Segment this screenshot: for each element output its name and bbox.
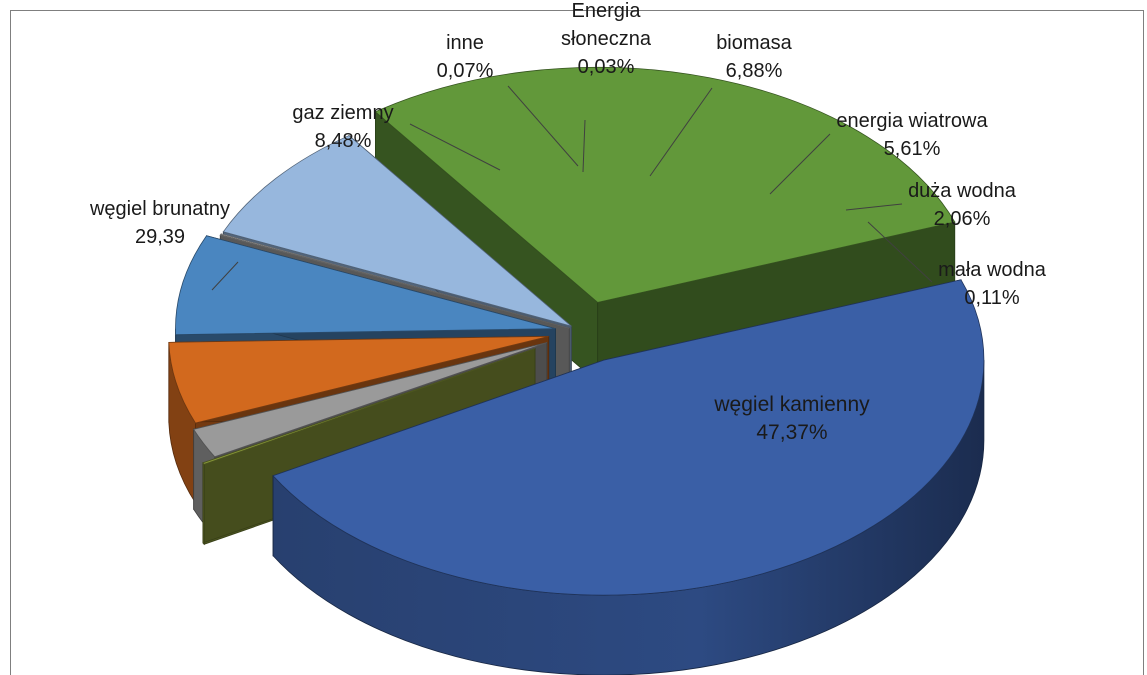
data-label-name-energia-słoneczna: Energia: [572, 0, 642, 22]
data-label-value-biomasa: 6,88%: [726, 60, 783, 82]
data-label-value-energia-słoneczna: 0,03%: [578, 56, 635, 78]
data-label-value-gaz-ziemny: 8,48%: [315, 130, 372, 152]
data-label-value-energia-wiatrowa: 5,61%: [884, 138, 941, 160]
data-label-name-mała-wodna: mała wodna: [938, 259, 1047, 281]
data-label-name-gaz-ziemny: gaz ziemny: [292, 102, 393, 124]
data-label-value-duża-wodna: 2,06%: [934, 208, 991, 230]
data-label-value-mała-wodna: 0,11%: [964, 287, 1019, 309]
data-label-value-węgiel-kamienny: 47,37%: [756, 421, 827, 444]
data-label-value-inne: 0,07%: [437, 60, 494, 82]
data-label-name-duża-wodna: duża wodna: [908, 180, 1017, 202]
data-label-name-węgiel-kamienny: węgiel kamienny: [713, 393, 870, 416]
data-label-name-inne: inne: [446, 32, 484, 54]
data-label-name-energia-słoneczna: słoneczna: [561, 28, 652, 50]
data-label-name-węgiel-brunatny: węgiel brunatny: [89, 198, 230, 220]
data-label-name-energia-wiatrowa: energia wiatrowa: [836, 110, 988, 132]
data-label-name-biomasa: biomasa: [716, 32, 792, 54]
data-label-value-węgiel-brunatny: 29,39: [135, 226, 185, 248]
